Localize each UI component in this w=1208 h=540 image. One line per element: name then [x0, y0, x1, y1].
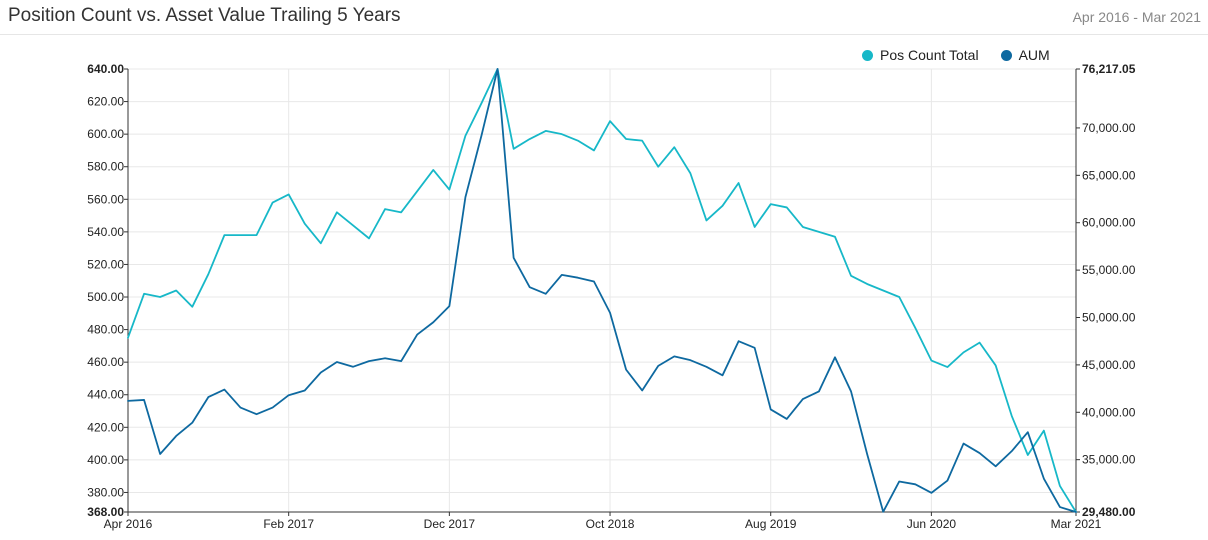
left-tick-label: 460.00 [87, 355, 124, 369]
left-tick-label: 440.00 [87, 388, 124, 402]
left-tick-label: 420.00 [87, 420, 124, 434]
left-tick-label: 500.00 [87, 290, 124, 304]
left-tick-label: 400.00 [87, 453, 124, 467]
date-range: Apr 2016 - Mar 2021 [1072, 9, 1201, 25]
left-tick-label: 580.00 [87, 160, 124, 174]
right-tick-label: 70,000.00 [1082, 121, 1136, 135]
right-tick-label: 55,000.00 [1082, 263, 1136, 277]
left-tick-label: 520.00 [87, 257, 124, 271]
right-tick-label: 35,000.00 [1082, 453, 1136, 467]
right-tick-label: 45,000.00 [1082, 358, 1136, 372]
right-tick-label: 65,000.00 [1082, 168, 1136, 182]
right-tick-label: 76,217.05 [1082, 62, 1136, 76]
legend-dot-aum-icon [1000, 49, 1012, 61]
x-tick-label: Apr 2016 [104, 517, 153, 531]
legend-dot-pos-count-icon [862, 49, 873, 61]
aum-line [127, 68, 1077, 513]
right-tick-label: 29,480.00 [1082, 505, 1136, 519]
left-tick-label: 560.00 [87, 192, 124, 206]
left-tick-label: 640.00 [87, 62, 124, 76]
right-tick-label: 40,000.00 [1082, 405, 1136, 419]
chart-title: Position Count vs. Asset Value Trailing … [8, 5, 401, 26]
x-tick-label: Dec 2017 [424, 517, 476, 531]
chart-header: Position Count vs. Asset Value Trailing … [0, 0, 1208, 35]
left-tick-label: 540.00 [87, 225, 124, 239]
legend-item-pos-count[interactable]: Pos Count Total [862, 47, 979, 63]
x-tick-label: Mar 2021 [1051, 517, 1102, 531]
left-tick-label: 620.00 [87, 95, 124, 109]
chart-legend: Pos Count Total AUM [862, 47, 1072, 63]
x-tick-label: Oct 2018 [586, 517, 635, 531]
x-tick-label: Feb 2017 [263, 517, 314, 531]
legend-label-aum: AUM [1018, 47, 1050, 63]
left-tick-label: 368.00 [87, 505, 124, 519]
left-tick-label: 600.00 [87, 127, 124, 141]
left-tick-label: 380.00 [87, 485, 124, 499]
right-tick-label: 60,000.00 [1082, 216, 1136, 230]
left-tick-label: 480.00 [87, 323, 124, 337]
x-tick-label: Aug 2019 [745, 517, 797, 531]
legend-label-pos-count: Pos Count Total [880, 47, 979, 63]
x-tick-label: Jun 2020 [907, 517, 957, 531]
right-tick-label: 50,000.00 [1082, 310, 1136, 324]
pos-count-total-line [127, 68, 1077, 513]
legend-item-aum[interactable]: AUM [1000, 47, 1050, 63]
